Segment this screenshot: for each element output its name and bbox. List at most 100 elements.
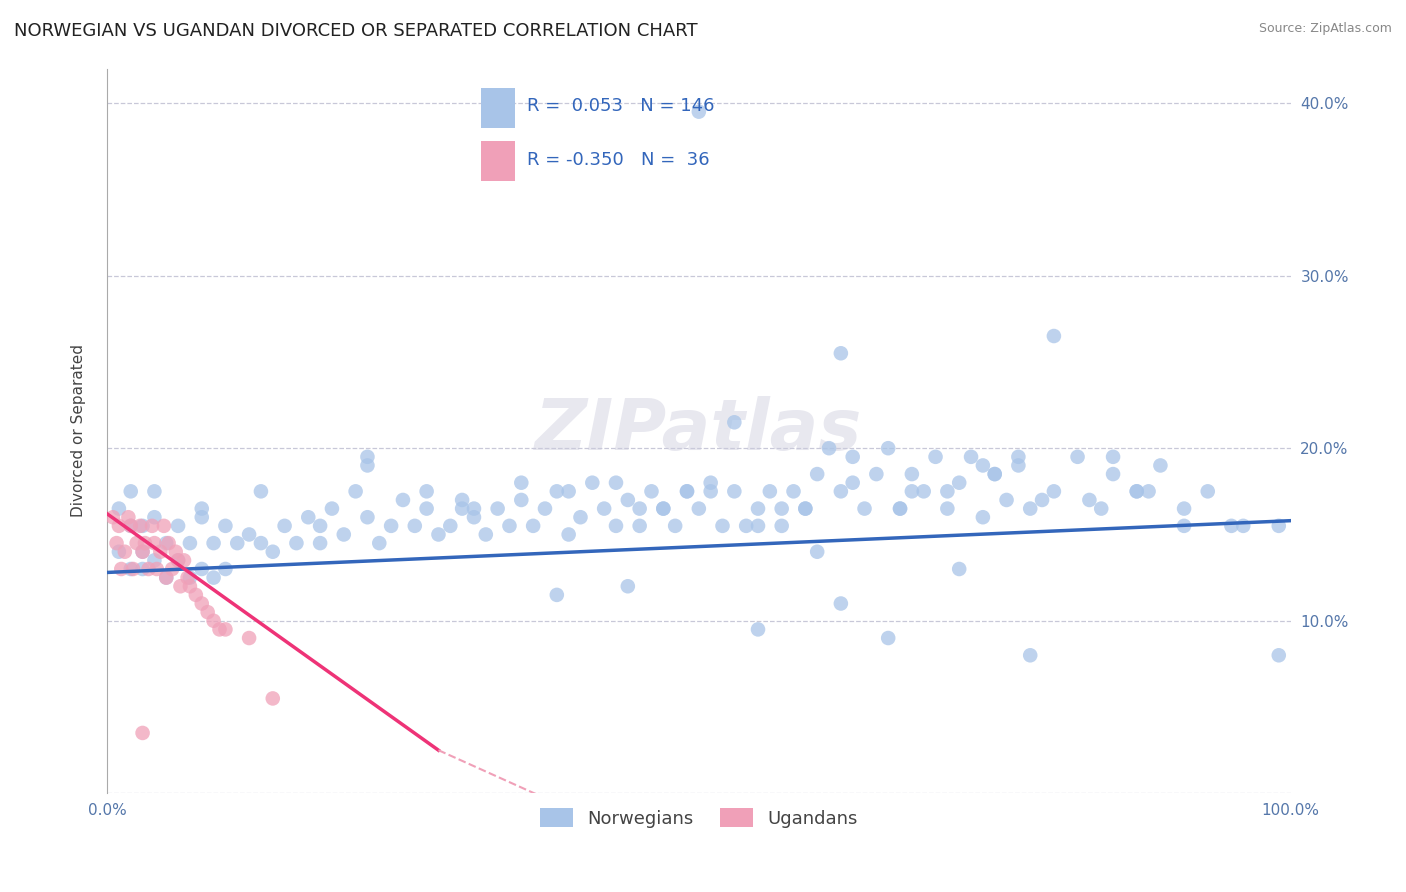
Text: ZIPatlas: ZIPatlas: [536, 396, 862, 466]
Point: [131, 562, 153, 576]
Point: [522, 519, 544, 533]
Text: Source: ZipAtlas.com: Source: ZipAtlas.com: [1258, 22, 1392, 36]
Point: [463, 510, 485, 524]
Point: [747, 623, 769, 637]
Point: [723, 484, 745, 499]
Point: [120, 519, 142, 533]
Point: [557, 527, 579, 541]
Point: [404, 519, 426, 533]
Point: [190, 562, 212, 576]
Point: [101, 510, 124, 524]
Point: [617, 492, 640, 507]
Point: [333, 527, 356, 541]
Point: [122, 562, 145, 576]
Point: [1137, 484, 1160, 499]
Point: [167, 553, 190, 567]
Point: [806, 467, 828, 481]
Point: [1043, 329, 1066, 343]
Point: [1019, 501, 1042, 516]
Point: [652, 501, 675, 516]
Point: [605, 519, 627, 533]
Point: [179, 579, 201, 593]
Point: [901, 484, 924, 499]
Point: [699, 475, 721, 490]
Point: [1102, 467, 1125, 481]
Point: [983, 467, 1005, 481]
Point: [628, 519, 651, 533]
Point: [936, 501, 959, 516]
Point: [250, 484, 273, 499]
Point: [475, 527, 498, 541]
Point: [143, 536, 166, 550]
Point: [889, 501, 911, 516]
Point: [1125, 484, 1147, 499]
Point: [877, 441, 900, 455]
Point: [818, 441, 841, 455]
Point: [628, 501, 651, 516]
Point: [747, 519, 769, 533]
Point: [155, 536, 177, 550]
Point: [510, 492, 533, 507]
Point: [676, 484, 699, 499]
Point: [149, 545, 172, 559]
Point: [605, 475, 627, 490]
Point: [676, 484, 699, 499]
Point: [134, 536, 156, 550]
Point: [131, 545, 153, 559]
Point: [1007, 458, 1029, 473]
Point: [415, 484, 437, 499]
Point: [108, 501, 131, 516]
Point: [285, 536, 308, 550]
Point: [415, 501, 437, 516]
Point: [1090, 501, 1112, 516]
Point: [138, 562, 160, 576]
Point: [924, 450, 946, 464]
Point: [841, 475, 863, 490]
Point: [321, 501, 343, 516]
Point: [581, 475, 603, 490]
Point: [356, 510, 378, 524]
Point: [273, 519, 295, 533]
Point: [699, 484, 721, 499]
Point: [747, 501, 769, 516]
Point: [830, 597, 852, 611]
Point: [569, 510, 592, 524]
Point: [214, 519, 236, 533]
Point: [129, 519, 152, 533]
Point: [155, 571, 177, 585]
Point: [936, 484, 959, 499]
Point: [202, 571, 225, 585]
Point: [1268, 648, 1291, 663]
Point: [344, 484, 367, 499]
Point: [759, 484, 782, 499]
Point: [179, 571, 201, 585]
Point: [806, 545, 828, 559]
Point: [176, 571, 198, 585]
Point: [356, 450, 378, 464]
Point: [451, 501, 474, 516]
Point: [427, 527, 450, 541]
Point: [1031, 492, 1053, 507]
Point: [534, 501, 557, 516]
Point: [486, 501, 509, 516]
Point: [865, 467, 887, 481]
Point: [723, 415, 745, 429]
Point: [179, 536, 201, 550]
Point: [1173, 501, 1195, 516]
Point: [173, 553, 195, 567]
Point: [1268, 519, 1291, 533]
Point: [640, 484, 662, 499]
Point: [120, 519, 142, 533]
Point: [392, 492, 415, 507]
Point: [165, 545, 187, 559]
Point: [688, 501, 710, 516]
Point: [368, 536, 391, 550]
Point: [948, 562, 970, 576]
Point: [1232, 519, 1254, 533]
Point: [557, 484, 579, 499]
Point: [190, 597, 212, 611]
Point: [688, 104, 710, 119]
Point: [190, 501, 212, 516]
Point: [1149, 458, 1171, 473]
Point: [1197, 484, 1219, 499]
